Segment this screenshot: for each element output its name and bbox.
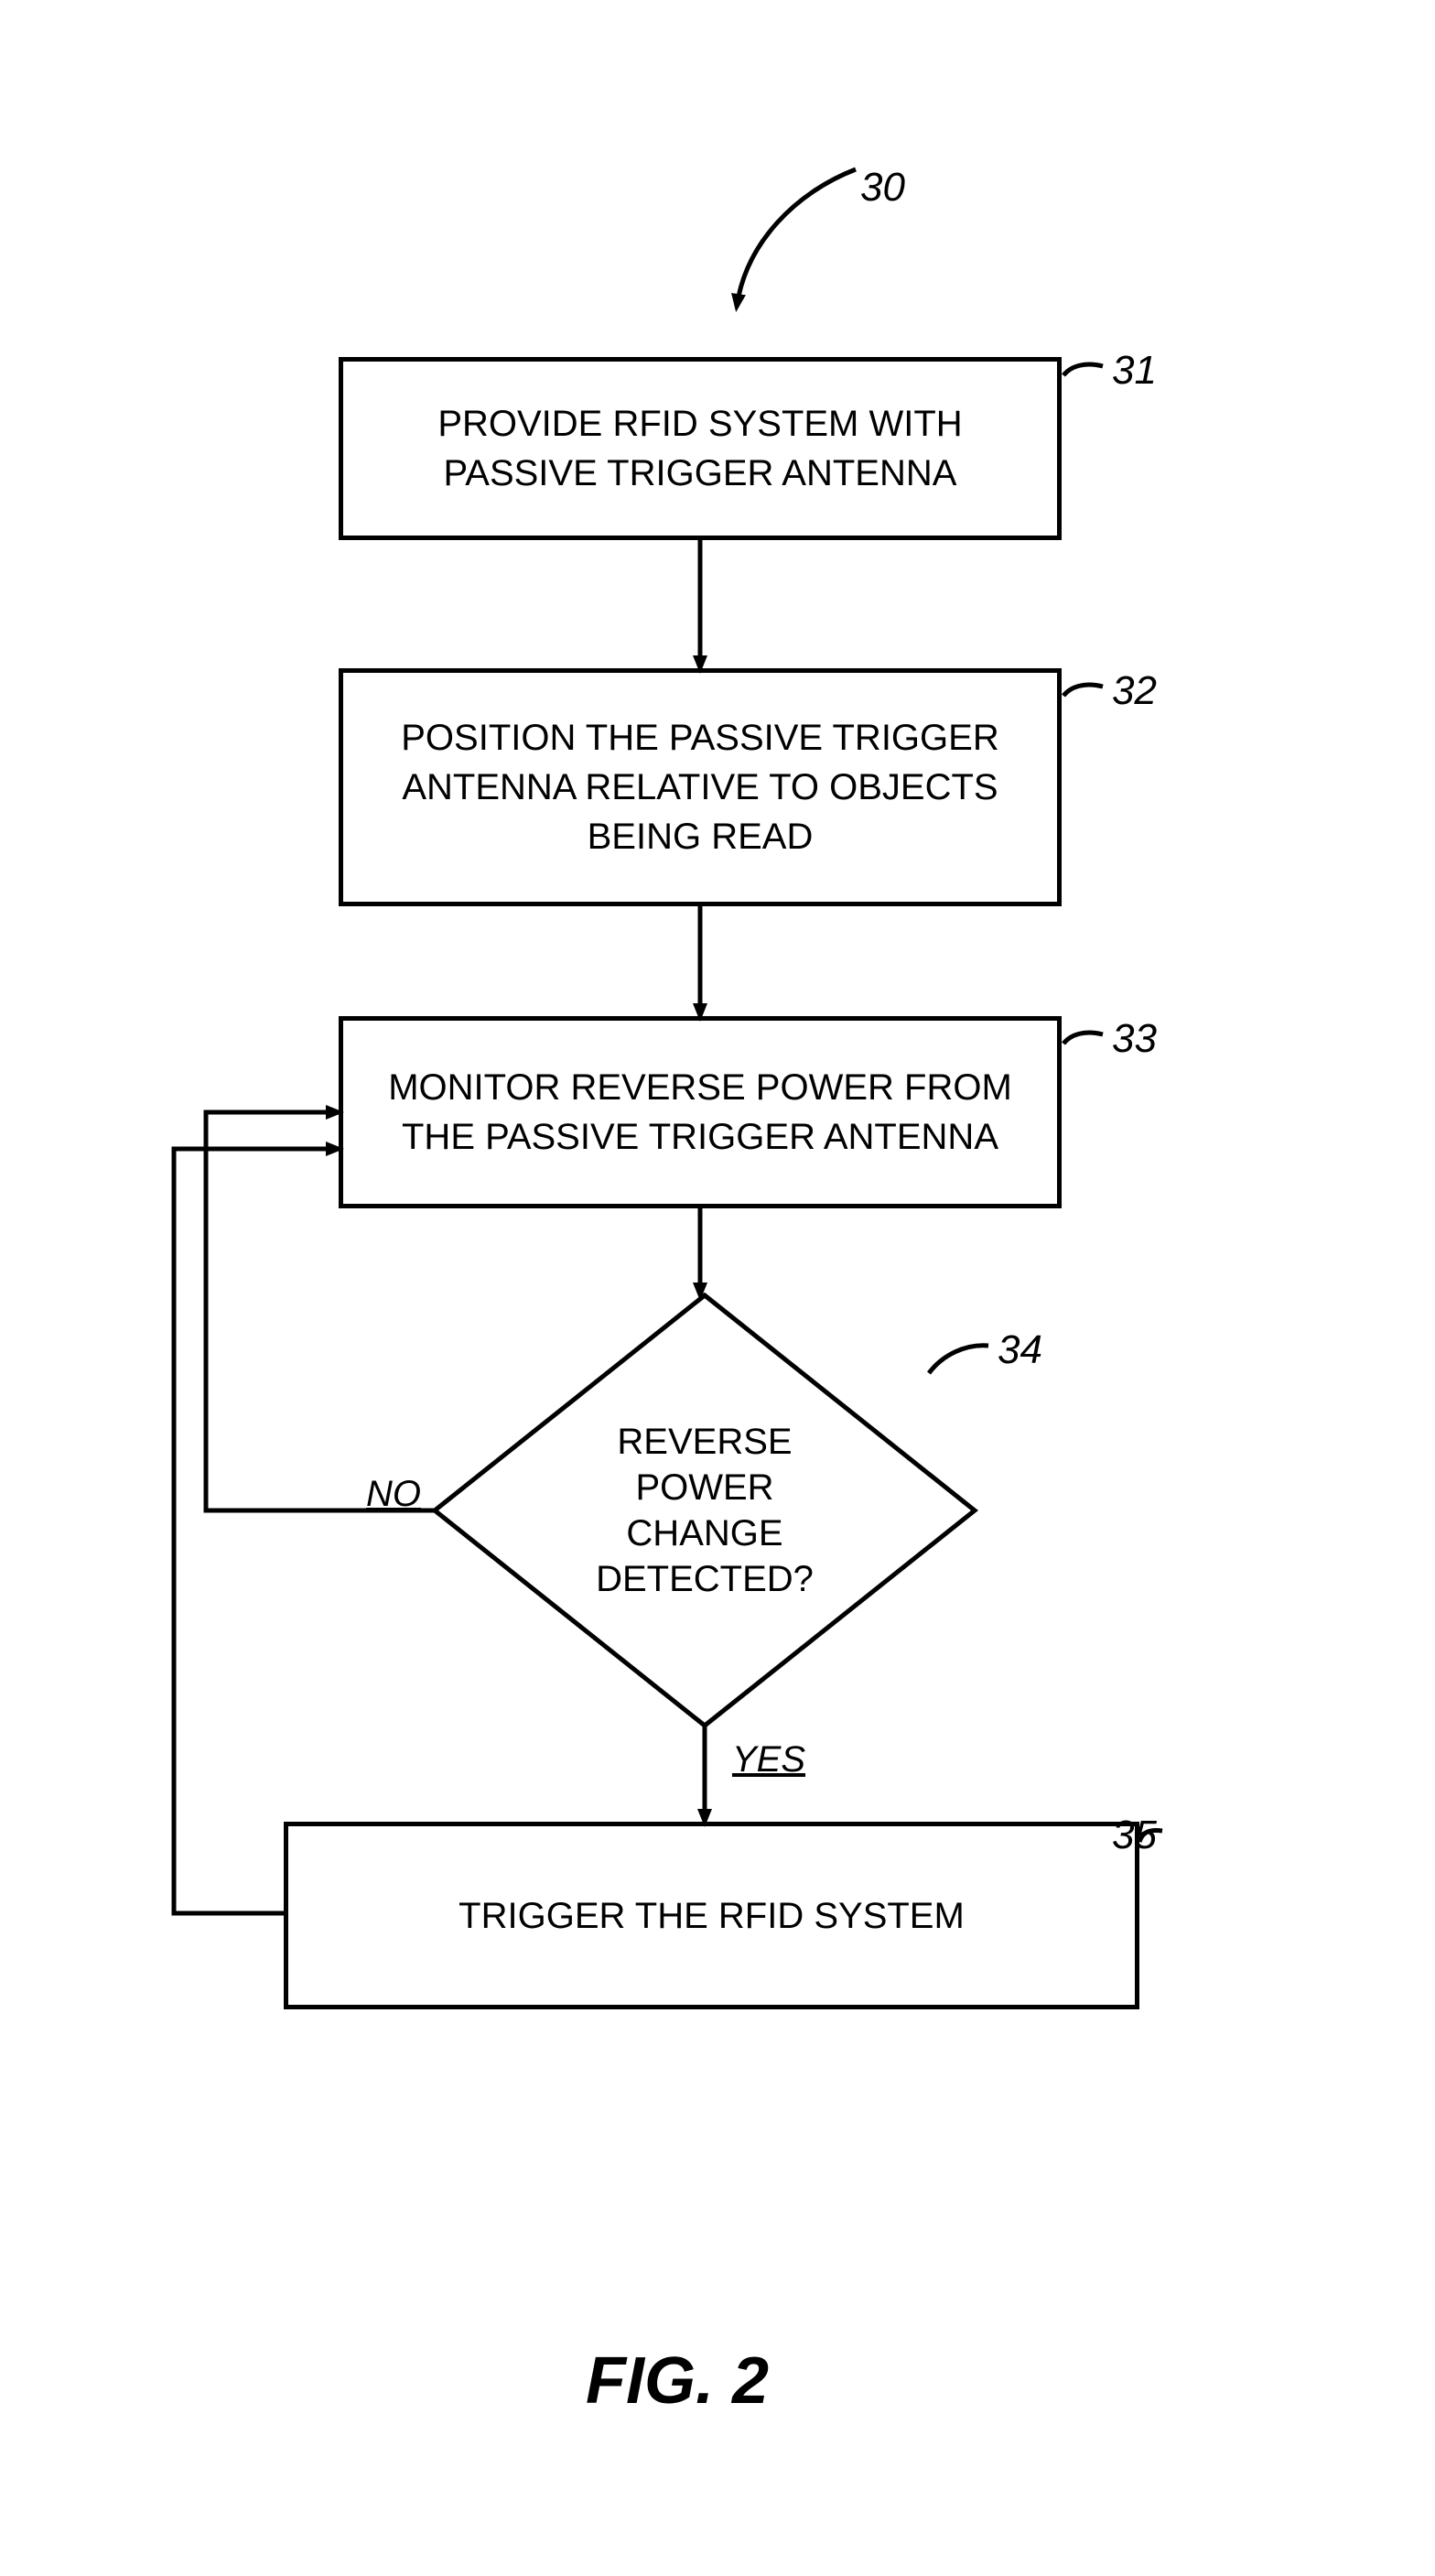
process-box-35-text: TRIGGER THE RFID SYSTEM <box>451 1891 972 1941</box>
process-box-35: TRIGGER THE RFID SYSTEM <box>284 1822 1139 2009</box>
ref-label-33: 33 <box>1112 1016 1157 1062</box>
callout-curve-34 <box>929 1346 988 1373</box>
ref-label-34: 34 <box>998 1327 1042 1373</box>
ref-label-35: 35 <box>1112 1813 1157 1858</box>
process-box-33: MONITOR REVERSE POWER FROMTHE PASSIVE TR… <box>339 1016 1062 1208</box>
callout-curve-33 <box>1063 1033 1103 1044</box>
process-box-33-text: MONITOR REVERSE POWER FROMTHE PASSIVE TR… <box>381 1063 1020 1162</box>
edge-label-no: NO <box>366 1474 421 1515</box>
ref-label-32: 32 <box>1112 668 1157 714</box>
ref-label-30: 30 <box>860 165 905 211</box>
callout-curve-30 <box>737 169 856 307</box>
process-box-32-text: POSITION THE PASSIVE TRIGGERANTENNA RELA… <box>394 713 1006 861</box>
callout-curve-32 <box>1063 685 1103 696</box>
process-box-31-text: PROVIDE RFID SYSTEM WITHPASSIVE TRIGGER … <box>430 399 969 498</box>
edge-label-yes: YES <box>732 1739 805 1780</box>
process-box-31: PROVIDE RFID SYSTEM WITHPASSIVE TRIGGER … <box>339 357 1062 540</box>
decision-text: REVERSEPOWERCHANGEDETECTED? <box>540 1391 869 1629</box>
callout-curve-31 <box>1063 364 1103 375</box>
process-box-32: POSITION THE PASSIVE TRIGGERANTENNA RELA… <box>339 668 1062 906</box>
ref-label-31: 31 <box>1112 348 1157 394</box>
figure-label: FIG. 2 <box>586 2343 769 2419</box>
feedback-loop-arrow <box>174 1149 339 1913</box>
flowchart-canvas: PROVIDE RFID SYSTEM WITHPASSIVE TRIGGER … <box>0 0 1435 2576</box>
